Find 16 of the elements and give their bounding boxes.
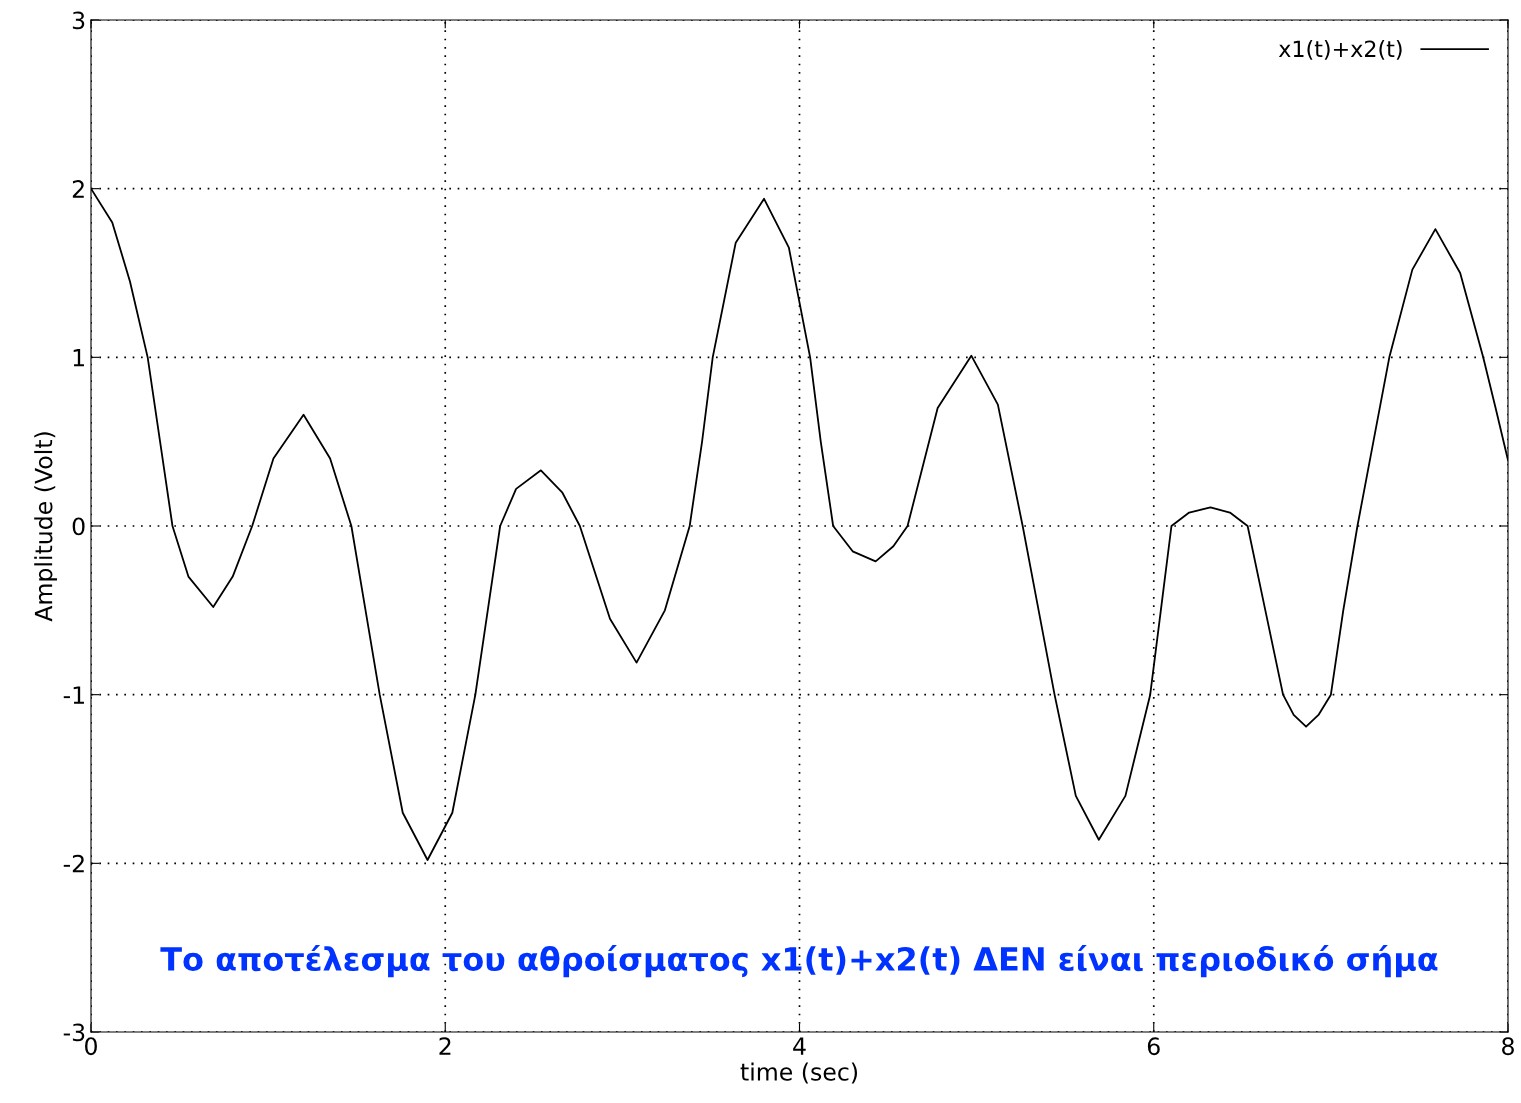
legend-label: x1(t)+x2(t) [1278,40,1402,60]
x-tick-label: 0 [85,1037,97,1056]
x-axis-title: time (sec) [740,1062,858,1084]
x-tick-label: 6 [1147,1037,1160,1056]
annotation: Το αποτέλεσμα του αθροίσματος x1(t)+x2(t) ΔΕΝ είναι περιοδικό σήμα [160,945,1438,978]
y-tick-label: -1 [63,686,84,704]
x-tick-label: 8 [1502,1037,1514,1056]
y-tick-label: 0 [72,517,85,536]
y-tick-label: 2 [72,180,84,198]
x-tick-label: 4 [793,1037,806,1055]
y-tick-label: -3 [63,1023,85,1042]
x-tick-label: 2 [439,1037,451,1055]
y-axis-title: Amplitude (Volt) [34,432,58,622]
y-tick-label: 1 [73,349,84,367]
y-tick-label: 3 [72,11,85,30]
y-tick-label: -2 [63,854,84,873]
